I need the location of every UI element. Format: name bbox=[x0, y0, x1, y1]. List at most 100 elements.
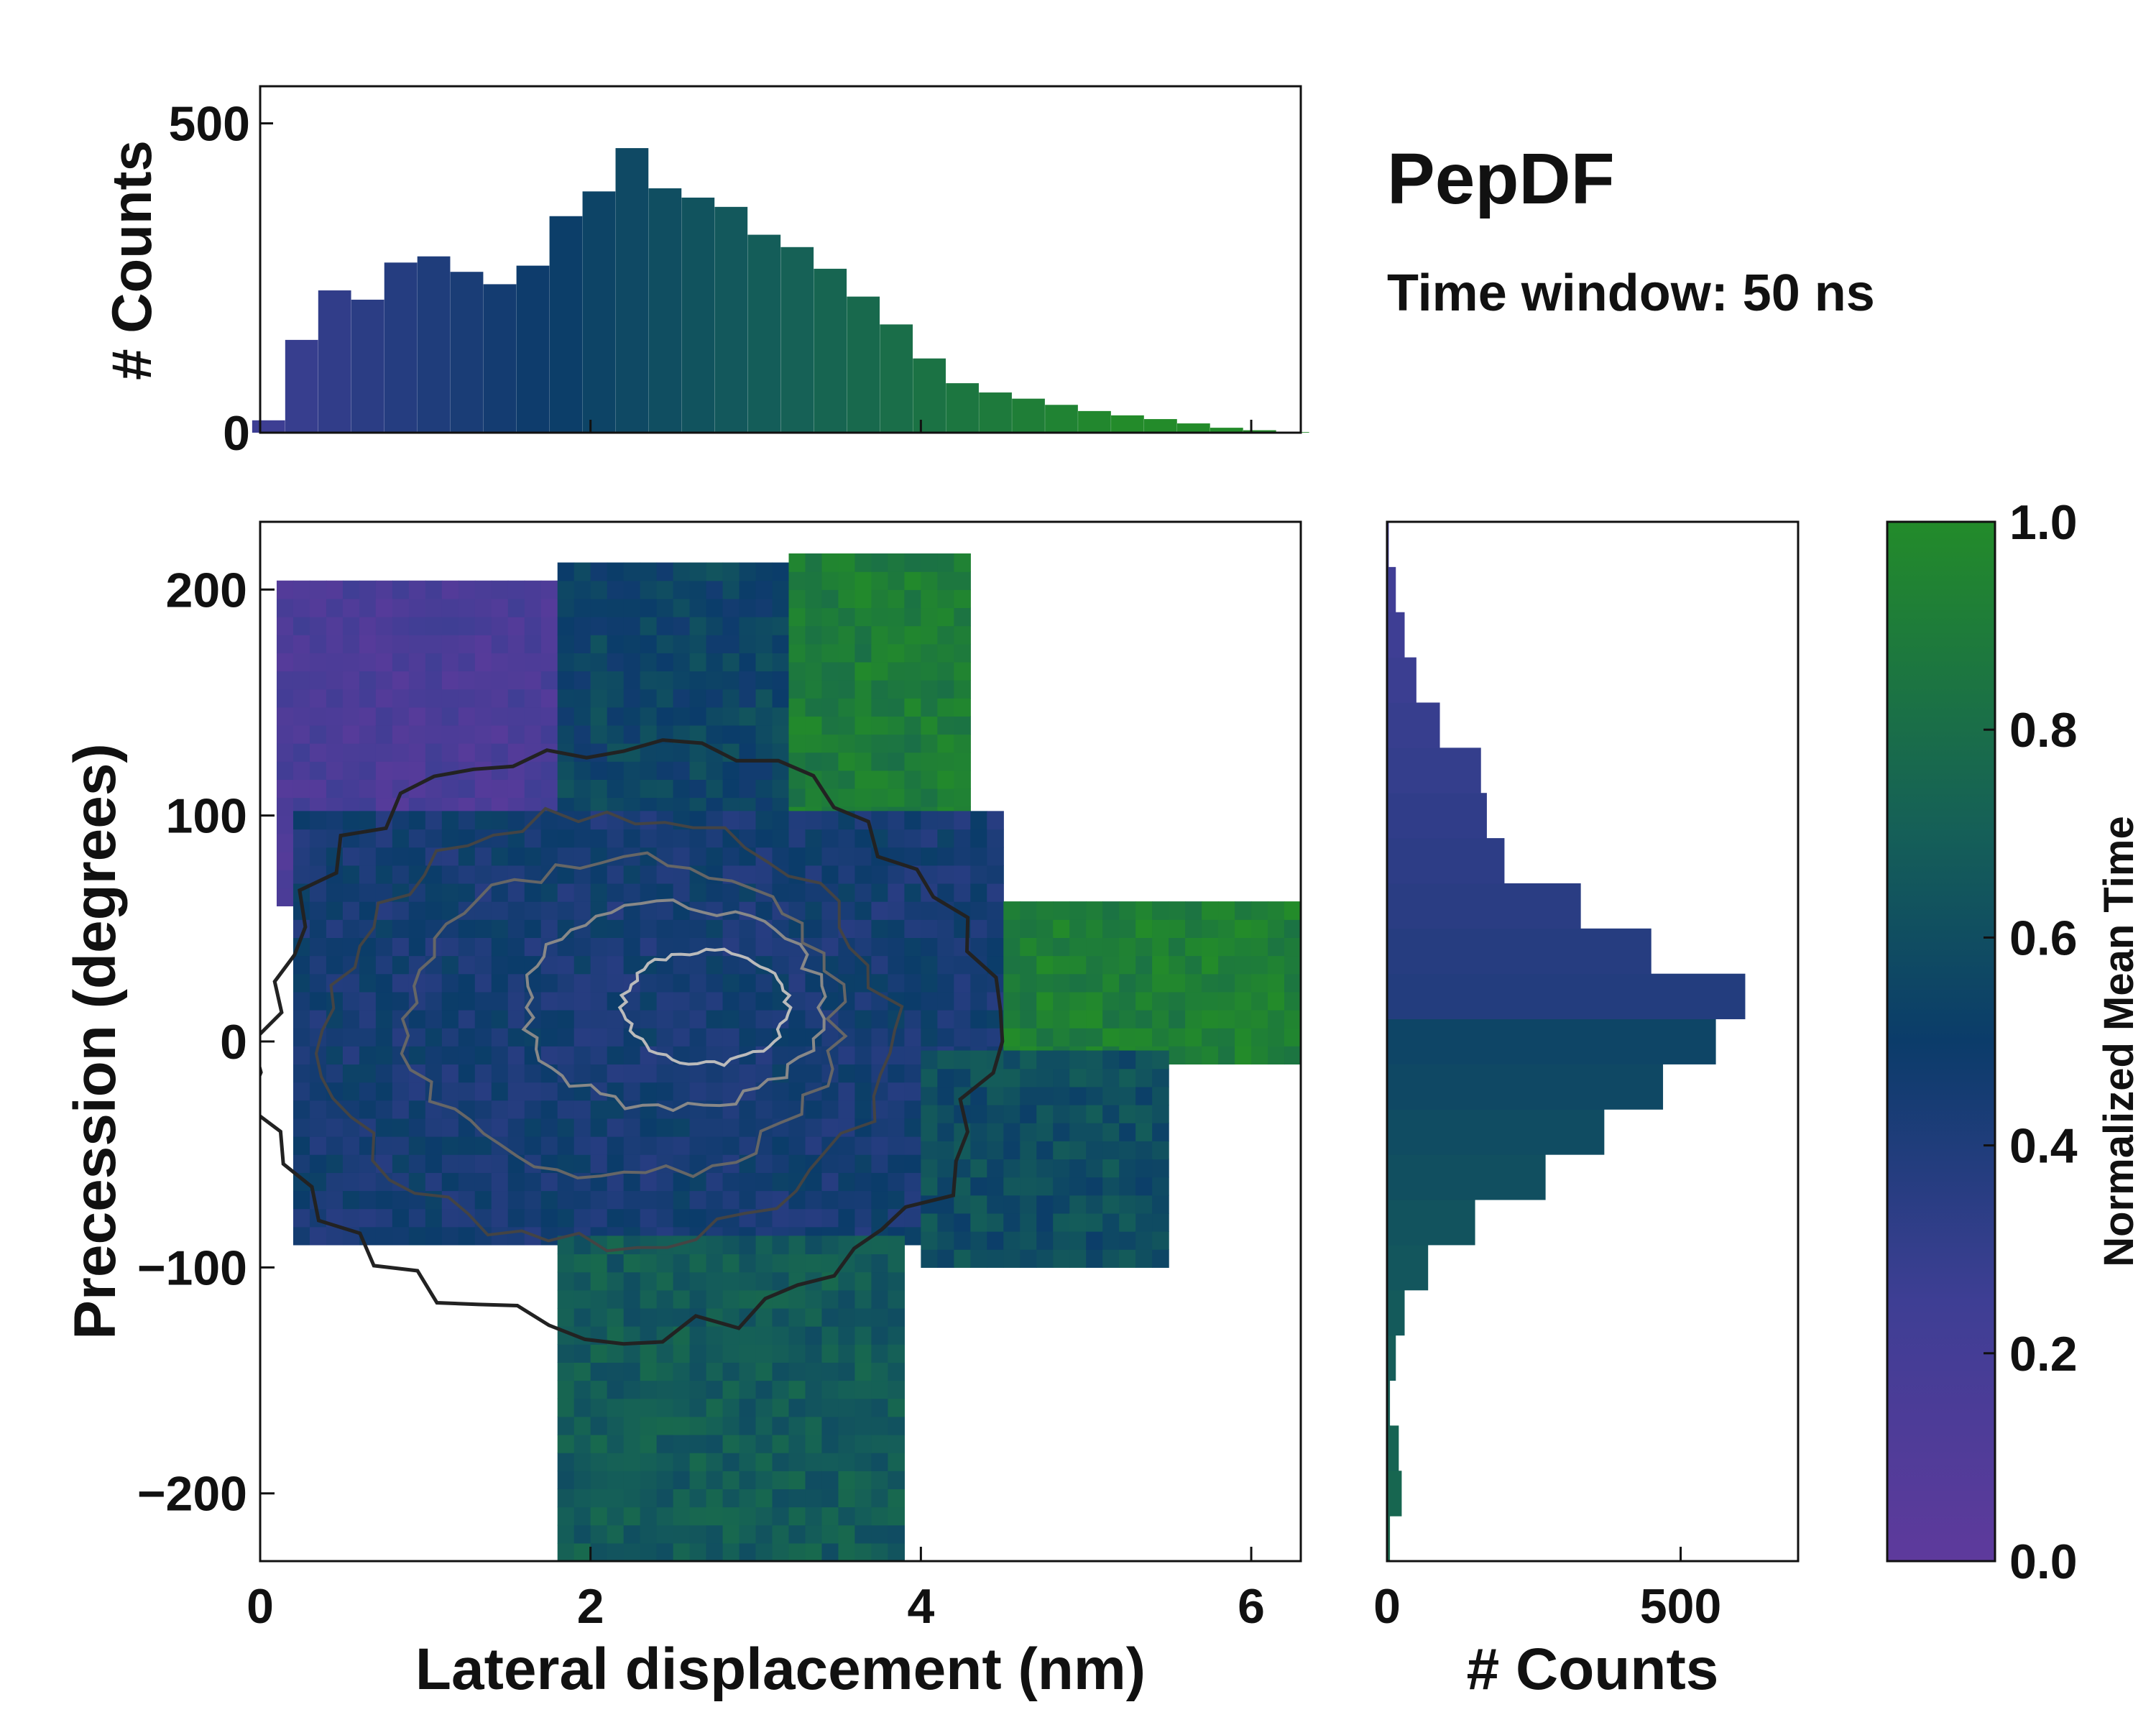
heatmap-cell bbox=[871, 1489, 888, 1508]
heatmap-cell bbox=[722, 1362, 740, 1381]
heatmap-cell bbox=[342, 883, 360, 902]
heatmap-cell bbox=[640, 865, 658, 884]
heatmap-cell bbox=[640, 1289, 658, 1309]
heatmap-cell bbox=[673, 937, 691, 957]
heatmap-cell bbox=[821, 1434, 839, 1453]
heatmap-cell bbox=[573, 991, 591, 1011]
heatmap-cell bbox=[276, 743, 294, 762]
heatmap-cell bbox=[954, 788, 971, 807]
heatmap-cell bbox=[1152, 1028, 1169, 1046]
heatmap-cell bbox=[1053, 1028, 1070, 1046]
heatmap-cell bbox=[540, 901, 558, 920]
heatmap-cell bbox=[491, 1154, 509, 1173]
heatmap-cell bbox=[673, 1344, 691, 1363]
heatmap-cell bbox=[607, 635, 625, 653]
heatmap-cell bbox=[292, 955, 310, 975]
heatmap-cell bbox=[1218, 955, 1235, 975]
heatmap-cell bbox=[607, 1380, 625, 1399]
heatmap-cell bbox=[1152, 973, 1169, 993]
heatmap-cell bbox=[1119, 901, 1136, 920]
heatmap-cell bbox=[656, 1028, 674, 1046]
heatmap-cell bbox=[788, 1064, 806, 1083]
top-histogram-bar bbox=[880, 324, 913, 433]
heatmap-cell bbox=[276, 580, 294, 599]
heatmap-cell bbox=[722, 829, 740, 848]
heatmap-cell bbox=[425, 724, 443, 744]
heatmap-cell bbox=[821, 607, 839, 627]
heatmap-cell bbox=[854, 865, 872, 884]
heatmap-cell bbox=[607, 598, 625, 617]
heatmap-cell bbox=[326, 617, 344, 635]
heatmap-cell bbox=[987, 847, 1004, 866]
heatmap-cell bbox=[359, 1208, 377, 1228]
heatmap-cell bbox=[408, 1100, 426, 1119]
heatmap-cell bbox=[507, 937, 525, 957]
heatmap-cell bbox=[1053, 1213, 1070, 1232]
heatmap-cell bbox=[607, 1046, 625, 1065]
heatmap-cell bbox=[838, 680, 856, 699]
heatmap-cell bbox=[1036, 1009, 1054, 1029]
heatmap-cell bbox=[739, 1271, 757, 1291]
heatmap-cell bbox=[921, 865, 938, 884]
heatmap-cell bbox=[474, 689, 492, 708]
heatmap-cell bbox=[375, 1208, 393, 1228]
heatmap-cell bbox=[656, 901, 674, 920]
heatmap-cell bbox=[375, 919, 393, 938]
heatmap-cell bbox=[623, 761, 641, 780]
heatmap-cell bbox=[1053, 919, 1070, 938]
heatmap-cell bbox=[904, 716, 921, 735]
heatmap-cell bbox=[954, 1159, 971, 1178]
heatmap-cell bbox=[904, 698, 921, 717]
heatmap-cell bbox=[821, 1344, 839, 1363]
heatmap-cell bbox=[375, 1190, 393, 1210]
heatmap-cell bbox=[854, 1154, 872, 1173]
heatmap-cell bbox=[1185, 919, 1202, 938]
heatmap-cell bbox=[474, 937, 492, 957]
heatmap-cell bbox=[739, 562, 757, 581]
heatmap-cell bbox=[573, 1046, 591, 1065]
heatmap-cell bbox=[788, 1506, 806, 1526]
heatmap-cell bbox=[590, 937, 608, 957]
heatmap-cell bbox=[458, 1046, 476, 1065]
heatmap-cell bbox=[458, 598, 476, 617]
heatmap-cell bbox=[359, 991, 377, 1011]
heatmap-cell bbox=[706, 1254, 724, 1273]
heatmap-cell bbox=[689, 811, 707, 830]
heatmap-cell bbox=[706, 1028, 724, 1046]
heatmap-cell bbox=[656, 1009, 674, 1029]
heatmap-cell bbox=[1152, 1105, 1169, 1123]
heatmap-cell bbox=[1053, 973, 1070, 993]
heatmap-cell bbox=[474, 1028, 492, 1046]
heatmap-cell bbox=[1284, 1028, 1301, 1046]
heatmap-cell bbox=[755, 1542, 773, 1561]
heatmap-cell bbox=[408, 829, 426, 848]
heatmap-cell bbox=[1135, 1159, 1153, 1178]
heatmap-cell bbox=[838, 1326, 856, 1345]
heatmap-cell bbox=[937, 1249, 954, 1268]
heatmap-cell bbox=[640, 1434, 658, 1453]
heatmap-cell bbox=[821, 1471, 839, 1490]
heatmap-cell bbox=[392, 1082, 410, 1101]
heatmap-cell bbox=[607, 1009, 625, 1029]
heatmap-cell bbox=[1152, 1123, 1169, 1141]
heatmap-cell bbox=[954, 1050, 971, 1070]
heatmap-cell bbox=[590, 1064, 608, 1083]
heatmap-cell bbox=[821, 716, 839, 735]
heatmap-cell bbox=[888, 1524, 905, 1544]
heatmap-cell bbox=[772, 724, 790, 744]
heatmap-cell bbox=[292, 671, 310, 690]
top-histogram-bar bbox=[318, 290, 351, 433]
heatmap-cell bbox=[937, 589, 954, 609]
heatmap-cell bbox=[821, 919, 839, 938]
heatmap-cell bbox=[838, 1380, 856, 1399]
heatmap-cell bbox=[854, 1172, 872, 1192]
heatmap-cell bbox=[640, 743, 658, 762]
heatmap-cell bbox=[1003, 1213, 1021, 1232]
top-histogram-bar bbox=[1243, 430, 1276, 433]
heatmap-cell bbox=[573, 883, 591, 902]
heatmap-cell bbox=[392, 580, 410, 599]
heatmap-cell bbox=[1169, 1046, 1186, 1065]
heatmap-cell bbox=[491, 617, 509, 635]
heatmap-cell bbox=[673, 1028, 691, 1046]
heatmap-cell bbox=[425, 707, 443, 726]
